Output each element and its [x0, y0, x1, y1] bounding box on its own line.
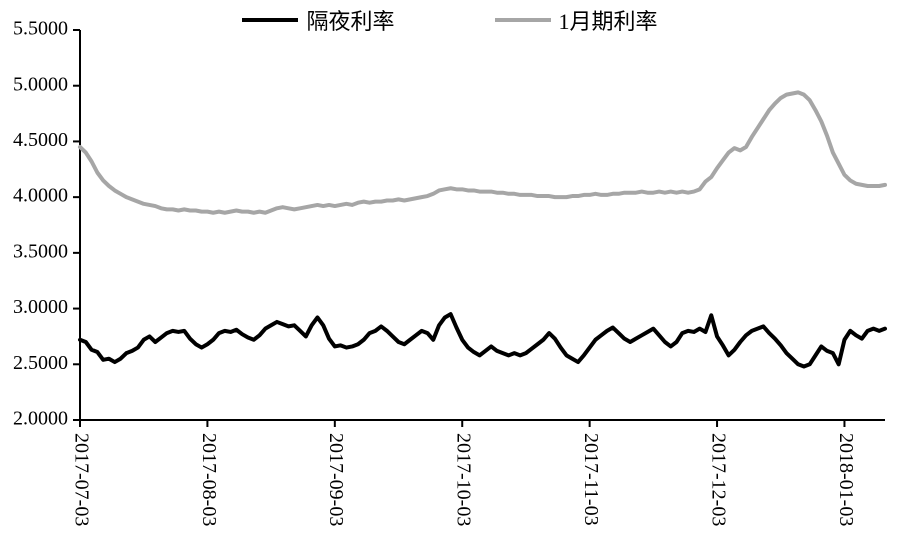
x-tick-label: 2017-11-03: [580, 433, 602, 526]
x-tick-label: 2017-09-03: [325, 433, 347, 526]
chart-legend: 隔夜利率 1月期利率: [0, 0, 900, 36]
legend-swatch-overnight: [242, 18, 298, 22]
y-tick-label: 4.5000: [13, 129, 68, 151]
legend-item-1month: 1月期利率: [495, 4, 658, 36]
y-tick-label: 5.0000: [13, 73, 68, 95]
x-tick-label: 2017-12-03: [707, 433, 729, 526]
series-line: [80, 92, 885, 212]
y-tick-label: 2.0000: [13, 408, 68, 430]
x-tick-label: 2017-08-03: [198, 433, 220, 526]
x-tick-label: 2018-01-03: [835, 433, 857, 526]
y-tick-label: 3.5000: [13, 240, 68, 262]
y-tick-label: 3.0000: [13, 296, 68, 318]
legend-label-1month: 1月期利率: [559, 4, 658, 36]
legend-swatch-1month: [495, 18, 551, 22]
series-line: [80, 314, 885, 366]
legend-item-overnight: 隔夜利率: [242, 4, 394, 36]
chart-svg: 2.0000 2.5000 3.0000 3.5000 4.0000 4.5000 5.00…: [0, 0, 900, 553]
x-tick-label: 2017-10-03: [453, 433, 475, 526]
interest-rate-chart: 隔夜利率 1月期利率 2.0000 2.5000 3.0000 3.5000 4.000…: [0, 0, 900, 553]
y-tick-label: 4.0000: [13, 185, 68, 207]
y-tick-label: 2.5000: [13, 352, 68, 374]
x-tick-label: 2017-07-03: [70, 433, 92, 526]
legend-label-overnight: 隔夜利率: [306, 4, 394, 36]
